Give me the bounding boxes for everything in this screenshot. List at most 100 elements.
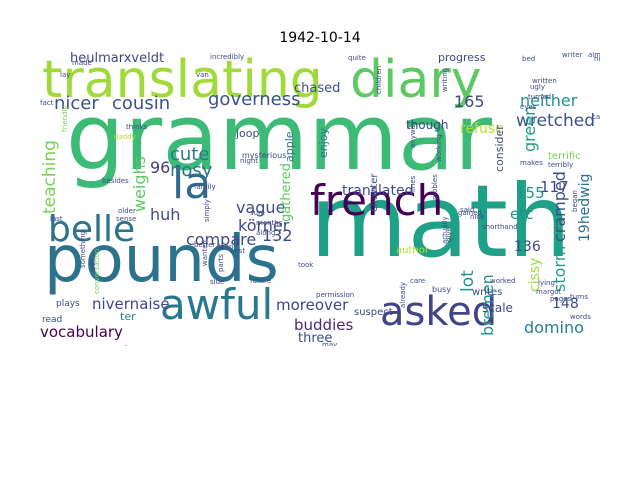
- cloud-word: french: [310, 176, 444, 225]
- cloud-word: margot: [536, 288, 562, 296]
- cloud-word: worked: [490, 277, 516, 285]
- cloud-word: consider: [493, 125, 506, 172]
- cloud-word: terrific: [548, 151, 581, 162]
- cloud-word: compare: [186, 230, 257, 249]
- cloud-word: van: [196, 71, 209, 79]
- cloud-word: permission: [316, 291, 355, 299]
- cloud-word: scale: [482, 301, 513, 315]
- word-cloud: grammar math pounds translating diary french a…: [40, 52, 600, 346]
- cloud-word: daddy: [114, 133, 136, 141]
- cloud-word: gained: [458, 209, 482, 217]
- cloud-word: chapter: [369, 173, 380, 213]
- chart-title: 1942-10-14: [279, 30, 361, 46]
- cloud-word: suspect: [354, 307, 393, 318]
- cloud-word: heulmarxveldt: [70, 52, 165, 66]
- cloud-word: night: [240, 157, 259, 165]
- cloud-word: read: [42, 315, 63, 325]
- cloud-word: said: [460, 206, 475, 214]
- cloud-word: makes: [520, 159, 543, 167]
- cloud-word: working: [435, 134, 443, 162]
- cloud-word: lay: [60, 71, 71, 79]
- cloud-word: turns: [570, 293, 589, 301]
- cloud-word: three: [298, 331, 333, 346]
- cloud-word: nosy: [170, 160, 213, 181]
- cloud-word: anyway: [409, 120, 417, 148]
- cloud-word: 155: [516, 184, 545, 202]
- cloud-word: parts: [217, 253, 225, 272]
- cloud-word: author: [396, 245, 429, 256]
- cloud-word: 117: [540, 178, 569, 196]
- cloud-word: translated: [342, 183, 414, 199]
- cloud-word: conversation: [93, 248, 101, 294]
- cloud-word: sense: [116, 215, 137, 223]
- cloud-word: wanted: [201, 240, 209, 266]
- cloud-word: translating: [42, 52, 323, 110]
- cloud-word: plays: [56, 299, 80, 309]
- cloud-word: 148: [552, 296, 579, 312]
- cloud-word: progress: [438, 52, 486, 64]
- cloud-word: ugly: [530, 83, 545, 91]
- cloud-word: incredibly: [210, 53, 245, 61]
- cloud-word: writer: [562, 52, 583, 59]
- cloud-word: mysterious: [242, 151, 287, 160]
- cloud-word: cousin: [112, 93, 171, 114]
- cloud-word: belle: [48, 209, 136, 250]
- cloud-word: future: [250, 277, 272, 285]
- cloud-word: grammar: [66, 84, 493, 191]
- cloud-word: may: [322, 341, 338, 347]
- cloud-word: words: [570, 313, 591, 321]
- cloud-word: teaching: [40, 140, 60, 214]
- cloud-word: buddies: [294, 316, 354, 334]
- cloud-word: turned: [528, 93, 552, 101]
- cloud-word: care: [410, 277, 426, 285]
- cloud-word: months: [256, 219, 283, 227]
- cloud-word: lines: [409, 175, 417, 192]
- cloud-word: along: [256, 229, 276, 237]
- cloud-word: actually: [441, 216, 449, 244]
- cloud-word: took: [298, 261, 314, 269]
- cloud-word: already: [399, 281, 407, 308]
- cloud-word: last: [50, 215, 63, 223]
- cloud-word: best: [230, 247, 246, 255]
- cloud-word: 132: [262, 226, 293, 245]
- cloud-word: busy: [432, 285, 452, 294]
- cloud-word: shorthand: [482, 223, 518, 231]
- cloud-word: pages: [550, 295, 572, 303]
- cloud-word: 165: [454, 92, 485, 111]
- cloud-word: 19hedwig: [577, 173, 593, 242]
- cloud-word: cute: [170, 144, 210, 165]
- cloud-word: children: [375, 65, 383, 94]
- cloud-word: green: [520, 105, 539, 152]
- cloud-word: better: [194, 241, 216, 249]
- cloud-word: written: [532, 77, 557, 85]
- cloud-word: ter: [120, 310, 136, 323]
- cloud-word: simply: [203, 199, 211, 222]
- cloud-word: bed: [522, 55, 536, 63]
- cloud-word: enjoy: [317, 127, 330, 158]
- cloud-word: huh: [150, 205, 181, 224]
- cloud-word: governess: [208, 89, 301, 110]
- cloud-word: asked: [380, 289, 498, 335]
- cloud-word: vague: [236, 198, 286, 217]
- cloud-word: moreover: [276, 296, 349, 314]
- cloud-word: almost: [588, 52, 600, 59]
- cloud-word: pounds: [44, 223, 279, 297]
- cloud-word: wretched: [516, 111, 596, 131]
- cloud-word: nivernaise: [92, 295, 170, 313]
- cloud-word: quite: [348, 54, 366, 62]
- cloud-word: made: [72, 59, 92, 67]
- cloud-word: began: [571, 190, 579, 212]
- cloud-word: joop: [236, 127, 260, 140]
- cloud-word: call: [592, 113, 600, 121]
- cloud-word: 136: [514, 239, 541, 255]
- cloud-word: history: [594, 55, 600, 63]
- cloud-word: math: [310, 163, 572, 280]
- cloud-word: gathered: [279, 163, 294, 222]
- cloud-word: side: [210, 278, 225, 286]
- cloud-word: körner: [238, 216, 290, 235]
- cloud-word: probles: [431, 174, 439, 200]
- cloud-word: older: [118, 207, 136, 215]
- cloud-word: fact: [40, 99, 54, 107]
- cloud-word: besides: [102, 177, 129, 185]
- cloud-word: though: [406, 118, 449, 132]
